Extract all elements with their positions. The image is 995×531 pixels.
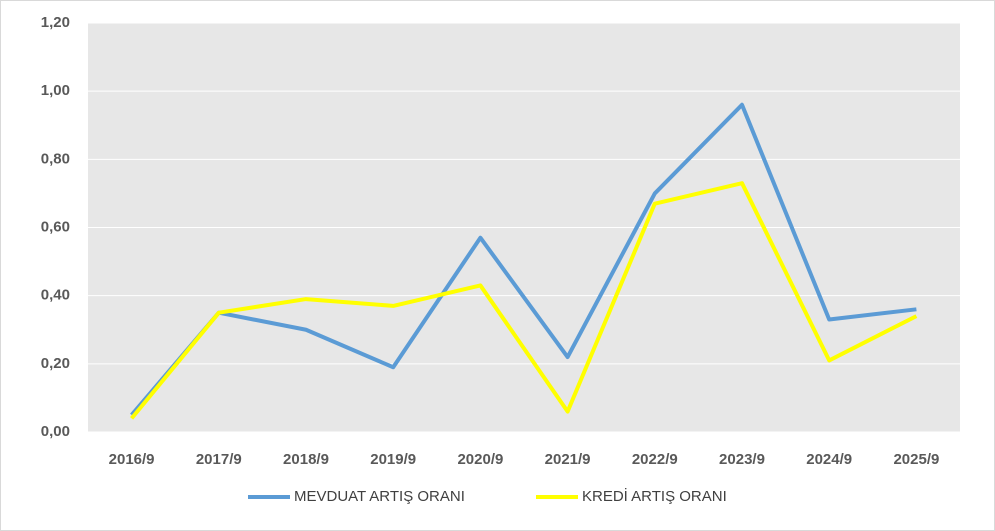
- x-tick-label: 2017/9: [196, 451, 242, 468]
- x-tick-label: 2023/9: [719, 451, 765, 468]
- series-line: [130, 102, 917, 417]
- x-tick-label: 2025/9: [893, 451, 939, 468]
- x-tick-label: 2019/9: [370, 451, 416, 468]
- y-tick-label: 0,20: [41, 355, 70, 372]
- y-tick-label: 0,00: [41, 423, 70, 440]
- x-tick-label: 2020/9: [457, 451, 503, 468]
- y-tick-label: 0,40: [41, 287, 70, 304]
- x-tick-label: 2022/9: [632, 451, 678, 468]
- x-tick-label: 2021/9: [545, 451, 591, 468]
- x-tick-label: 2024/9: [806, 451, 852, 468]
- legend: MEVDUAT ARTIŞ ORANI KREDİ ARTIŞ ORANI: [248, 487, 727, 505]
- x-tick-label: 2018/9: [283, 451, 329, 468]
- legend-label: MEVDUAT ARTIŞ ORANI: [294, 488, 465, 505]
- y-tick-label: 1,00: [41, 82, 70, 99]
- legend-label: KREDİ ARTIŞ ORANI: [582, 487, 727, 505]
- y-tick-label: 0,60: [41, 218, 70, 235]
- series-line: [130, 181, 918, 420]
- x-tick-label: 2016/9: [109, 451, 155, 468]
- y-tick-label: 1,20: [41, 14, 70, 31]
- y-tick-label: 0,80: [41, 150, 70, 167]
